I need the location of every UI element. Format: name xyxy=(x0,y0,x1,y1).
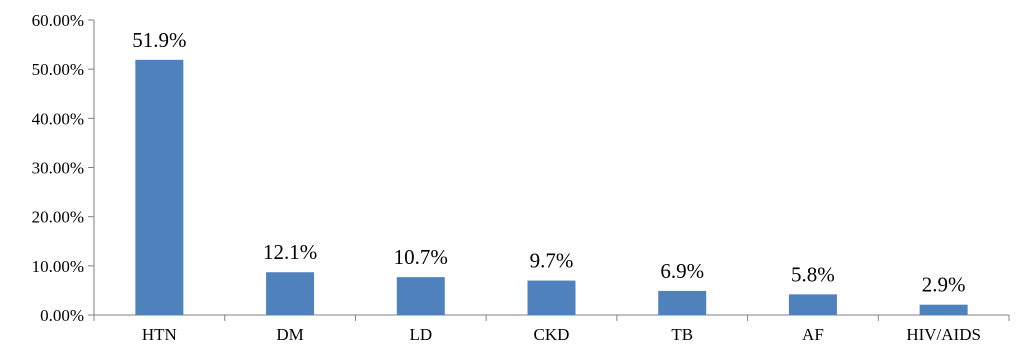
x-tick-label: TB xyxy=(671,325,693,344)
data-label: 5.8% xyxy=(791,262,835,286)
x-tick-label: CKD xyxy=(534,325,570,344)
x-tick-label: LD xyxy=(409,325,432,344)
data-label: 2.9% xyxy=(922,273,966,297)
bar-ld xyxy=(396,277,445,315)
bars xyxy=(135,59,968,316)
y-tick-label: 50.00% xyxy=(32,60,84,79)
bar-hiv-aids xyxy=(919,304,968,315)
bar-dm xyxy=(266,272,315,315)
y-tick-label: 20.00% xyxy=(32,208,84,227)
x-axis: HTN DM LD CKD TB AF HIV/AIDS xyxy=(93,314,1010,344)
y-tick-label: 60.00% xyxy=(32,11,84,30)
y-tick-label: 30.00% xyxy=(32,159,84,178)
data-label: 9.7% xyxy=(530,249,574,273)
x-tick-label: HTN xyxy=(142,325,177,344)
y-tick-label: 0.00% xyxy=(40,306,84,325)
y-tick-label: 10.00% xyxy=(32,257,84,276)
x-tick-label: HIV/AIDS xyxy=(906,325,981,344)
bar-af xyxy=(788,294,837,315)
data-label: 51.9% xyxy=(132,28,186,52)
data-label: 6.9% xyxy=(660,259,704,283)
x-tick-label: DM xyxy=(276,325,303,344)
bar-htn xyxy=(135,59,184,316)
bar-tb xyxy=(658,290,707,315)
y-axis: 0.00% 10.00% 20.00% 30.00% 40.00% 50.00% 60.00… xyxy=(32,11,95,325)
y-tick-label: 40.00% xyxy=(32,109,84,128)
data-label: 10.7% xyxy=(394,245,448,269)
data-labels: 51.9% 12.1% 10.7% 9.7% 6.9% 5.8% 2.9% xyxy=(132,28,965,297)
x-tick-label: AF xyxy=(802,325,824,344)
data-label: 12.1% xyxy=(263,240,317,264)
bar-ckd xyxy=(527,280,576,315)
